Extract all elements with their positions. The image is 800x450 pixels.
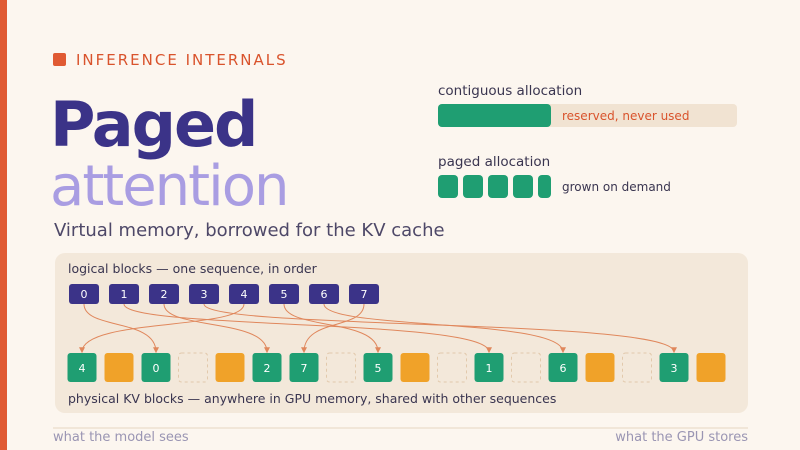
- footer-left: what the model sees: [53, 430, 189, 445]
- eyebrow-icon: [53, 53, 66, 66]
- paged-block: [538, 175, 551, 198]
- paged-note: grown on demand: [562, 180, 671, 194]
- subtitle: Virtual memory, borrowed for the KV cach…: [54, 220, 445, 241]
- free-slot: [178, 352, 208, 383]
- free-slot: [622, 352, 652, 383]
- physical-block: [659, 353, 689, 382]
- mapping-arrow: [123, 303, 492, 354]
- logical-block-label: 4: [241, 288, 248, 301]
- physical-block-label: 0: [153, 362, 160, 375]
- physical-block-label: 1: [486, 362, 493, 375]
- physical-block: [548, 353, 578, 382]
- physical-block-label: 2: [264, 362, 271, 375]
- logical-block: [349, 284, 379, 304]
- physical-block-label: 6: [560, 362, 567, 375]
- logical-block-label: 1: [121, 288, 128, 301]
- mapping-arrow: [79, 303, 245, 354]
- free-slot: [511, 352, 541, 383]
- physical-block: [696, 353, 726, 382]
- logical-block: [229, 284, 259, 304]
- mapping-arrow: [83, 303, 159, 354]
- paged-blocks: [438, 175, 551, 198]
- title-line1: Paged: [50, 88, 256, 161]
- physical-block: [252, 353, 282, 382]
- logical-block: [69, 284, 99, 304]
- paged-block: [513, 175, 533, 198]
- free-slot: [326, 352, 356, 383]
- physical-caption: physical KV blocks — anywhere in GPU mem…: [68, 391, 556, 406]
- physical-block-label: 5: [375, 362, 382, 375]
- contiguous-used: [438, 104, 551, 127]
- blocks: 0 1 2 3 4 5 6 7 4 0 2 7 5 1 6 3: [67, 284, 726, 383]
- physical-block-label: 3: [671, 362, 678, 375]
- mapping-arrow: [323, 303, 566, 354]
- logical-block: [149, 284, 179, 304]
- physical-block: [400, 353, 430, 382]
- paged-block: [488, 175, 508, 198]
- logical-block-label: 7: [361, 288, 368, 301]
- paged-block: [438, 175, 458, 198]
- contiguous-note: reserved, never used: [562, 109, 689, 123]
- panel: [55, 253, 748, 413]
- eyebrow: INFERENCE INTERNALS: [76, 51, 288, 69]
- physical-block-label: 7: [301, 362, 308, 375]
- mapping-arrow: [301, 303, 365, 354]
- physical-block-label: 4: [79, 362, 86, 375]
- physical-block: [289, 353, 319, 382]
- paged-label: paged allocation: [438, 154, 550, 170]
- logical-block: [189, 284, 219, 304]
- logical-block: [269, 284, 299, 304]
- arrows: [79, 303, 677, 354]
- physical-block: [474, 353, 504, 382]
- contiguous-label: contiguous allocation: [438, 83, 582, 99]
- physical-block: [141, 353, 171, 382]
- logical-block-label: 5: [281, 288, 288, 301]
- logical-block-label: 0: [81, 288, 88, 301]
- free-slot: [437, 352, 467, 383]
- title-line2: attention: [50, 154, 287, 219]
- logical-block: [109, 284, 139, 304]
- mapping-arrow: [163, 303, 270, 354]
- physical-block: [585, 353, 615, 382]
- logical-block-label: 3: [201, 288, 208, 301]
- paged-block: [463, 175, 483, 198]
- physical-block: [67, 353, 97, 382]
- footer-right: what the GPU stores: [615, 430, 748, 445]
- physical-block: [104, 353, 134, 382]
- logical-block: [309, 284, 339, 304]
- physical-block: [363, 353, 393, 382]
- logical-block-label: 2: [161, 288, 168, 301]
- physical-block: [215, 353, 245, 382]
- logical-caption: logical blocks — one sequence, in order: [68, 261, 318, 276]
- logical-block-label: 6: [321, 288, 328, 301]
- accent-bar: [0, 0, 7, 450]
- mapping-arrow: [283, 303, 381, 354]
